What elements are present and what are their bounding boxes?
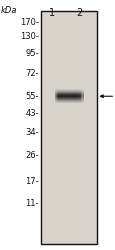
Bar (54, 93, 83, 94)
Bar (54, 96, 83, 97)
Text: 1: 1 (49, 8, 55, 18)
Bar (55, 90, 56, 103)
Bar (54, 97, 83, 98)
Bar (54, 90, 55, 103)
Bar (56, 90, 57, 103)
Bar (54, 94, 83, 95)
Bar (54, 92, 83, 93)
Text: 95-: 95- (25, 49, 39, 58)
Bar (41, 11, 97, 244)
Text: 26-: 26- (25, 150, 39, 160)
Text: 130-: 130- (20, 32, 39, 41)
Text: 17-: 17- (25, 177, 39, 186)
Text: 34-: 34- (25, 128, 39, 137)
Bar (55, 90, 56, 103)
Text: kDa: kDa (1, 6, 17, 15)
Bar (78, 90, 79, 103)
Bar (80, 90, 81, 103)
Bar (54, 98, 83, 99)
Bar (54, 95, 83, 96)
Text: 72-: 72- (25, 69, 39, 78)
Bar (81, 90, 82, 103)
Bar (54, 101, 83, 102)
Text: 43-: 43- (25, 109, 39, 118)
Text: 170-: 170- (20, 18, 39, 27)
Bar (54, 91, 83, 92)
Text: 55-: 55- (25, 92, 39, 101)
Bar (82, 90, 83, 103)
Bar (54, 90, 83, 91)
Text: 2: 2 (75, 8, 81, 18)
Bar (56, 90, 57, 103)
Bar (80, 90, 81, 103)
Text: 11-: 11- (25, 199, 39, 208)
Bar (54, 100, 83, 101)
Bar (79, 90, 80, 103)
Bar (79, 90, 80, 103)
Bar (58, 90, 59, 103)
Bar (57, 90, 58, 103)
Bar (58, 90, 59, 103)
Bar (54, 102, 83, 103)
Bar (54, 99, 83, 100)
Bar (82, 90, 83, 103)
Bar (54, 89, 83, 90)
